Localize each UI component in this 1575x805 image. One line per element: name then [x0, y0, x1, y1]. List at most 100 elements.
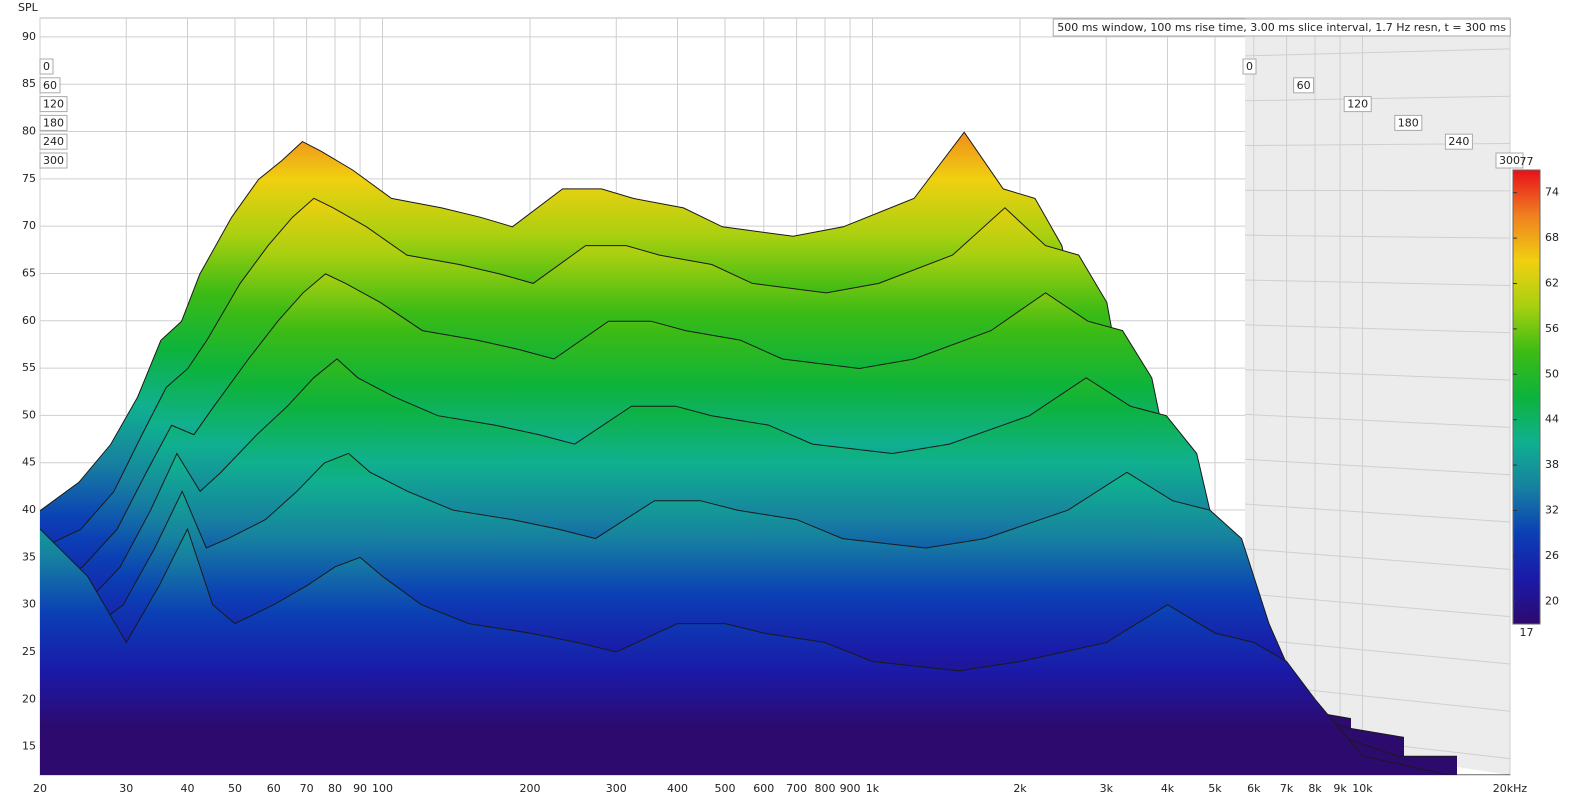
y-tick-label: 15	[22, 740, 36, 753]
time-label-box	[1394, 114, 1423, 131]
x-tick-label: 3k	[1100, 782, 1114, 795]
time-label-box	[1444, 133, 1473, 150]
y-tick-label: 55	[22, 361, 36, 374]
time-label-box	[39, 96, 68, 113]
slice-line	[40, 131, 1246, 663]
y-tick-label: 25	[22, 645, 36, 658]
slice-line	[40, 358, 1405, 738]
slice-line	[40, 273, 1352, 720]
colorbar-tick-label: 68	[1545, 231, 1559, 244]
x-tick-label: 200	[520, 782, 541, 795]
grid-line	[1244, 503, 1511, 523]
grid-line	[1244, 413, 1511, 428]
y-tick-label: 60	[22, 314, 36, 327]
colorbar-tick-label: 32	[1545, 504, 1559, 517]
time-label: 180	[43, 116, 64, 129]
time-label: 240	[1448, 135, 1469, 148]
grid-line	[1244, 48, 1511, 57]
x-tick-label: 10k	[1352, 782, 1373, 795]
x-tick-label: 300	[606, 782, 627, 795]
x-tick-label: 1k	[866, 782, 880, 795]
colorbar-tick-label: 56	[1545, 322, 1559, 335]
colorbar-tick-label: 20	[1545, 594, 1559, 607]
time-label: 120	[1347, 98, 1368, 111]
time-label-box	[1293, 77, 1315, 94]
x-tick-label: 9k	[1333, 782, 1347, 795]
grid-line	[1244, 458, 1511, 476]
x-tick-label: 20	[33, 782, 47, 795]
colorbar-tick-label: 44	[1545, 413, 1559, 426]
x-tick-label: 7k	[1280, 782, 1294, 795]
grid-line	[1244, 234, 1511, 239]
slice-line	[40, 527, 1510, 775]
y-tick-label: 65	[22, 266, 36, 279]
y-tick-label: 40	[22, 503, 36, 516]
colorbar-tick-label: 74	[1545, 186, 1559, 199]
slice-line	[40, 452, 1457, 757]
colorbar-tick-label: 50	[1545, 367, 1559, 380]
time-label-box	[1343, 96, 1372, 113]
grid-line	[1244, 637, 1511, 665]
x-tick-label: 80	[328, 782, 342, 795]
grid-line	[1244, 593, 1511, 618]
time-label-box	[39, 133, 68, 150]
x-tick-label: 90	[353, 782, 367, 795]
grid-line	[1244, 279, 1511, 286]
time-label: 0	[1246, 60, 1253, 73]
grid-line	[1244, 189, 1511, 192]
colorbar-tick-label: 26	[1545, 549, 1559, 562]
y-tick-label: 90	[22, 30, 36, 43]
y-tick-label: 20	[22, 692, 36, 705]
colorbar	[1512, 169, 1541, 625]
y-tick-label: 80	[22, 125, 36, 138]
annotation: 500 ms window, 100 ms rise time, 3.00 ms…	[1057, 21, 1506, 34]
y-tick-label: 50	[22, 408, 36, 421]
x-tick-label: 900	[840, 782, 861, 795]
time-label-box	[39, 152, 68, 169]
x-tick-label: 6k	[1247, 782, 1261, 795]
time-label: 120	[43, 98, 64, 111]
slice-line	[40, 197, 1299, 691]
x-tick-label: 600	[753, 782, 774, 795]
x-tick-label: 50	[228, 782, 242, 795]
x-tick-label: 400	[667, 782, 688, 795]
annotation-box	[1052, 18, 1511, 37]
time-label-box	[1495, 152, 1524, 169]
x-tick-label: 70	[300, 782, 314, 795]
time-label-box	[39, 114, 68, 131]
x-tick-label: 4k	[1161, 782, 1175, 795]
y-axis-label: SPL	[18, 1, 39, 14]
time-label-box	[1242, 58, 1257, 75]
slice-area	[40, 529, 1510, 775]
x-tick-label: 2k	[1013, 782, 1027, 795]
colorbar-tick-label: 38	[1545, 458, 1559, 471]
grid-line	[1244, 95, 1511, 102]
time-label: 0	[43, 60, 50, 73]
y-tick-label: 70	[22, 219, 36, 232]
grid-line	[1244, 324, 1511, 334]
y-tick-label: 45	[22, 456, 36, 469]
back-plane	[1245, 18, 1510, 775]
time-label: 300	[1499, 154, 1520, 167]
x-tick-label: 60	[267, 782, 281, 795]
time-label-box	[39, 58, 54, 75]
x-tick-label: 800	[815, 782, 836, 795]
y-tick-label: 85	[22, 77, 36, 90]
time-label: 180	[1398, 116, 1419, 129]
x-tick-label: 500	[714, 782, 735, 795]
time-label: 60	[43, 79, 57, 92]
waterfall	[40, 131, 1510, 775]
time-label: 240	[43, 135, 64, 148]
colorbar-tick-label: 17	[1520, 626, 1534, 639]
x-tick-label: 20kHz	[1493, 782, 1528, 795]
colorbar-tick-label: 62	[1545, 277, 1559, 290]
time-label-box	[39, 77, 61, 94]
time-label: 300	[43, 154, 64, 167]
y-tick-label: 30	[22, 598, 36, 611]
y-tick-label: 35	[22, 550, 36, 563]
x-tick-label: 40	[181, 782, 195, 795]
x-tick-label: 8k	[1308, 782, 1322, 795]
grid-line	[1244, 369, 1511, 381]
x-tick-label: 30	[119, 782, 133, 795]
